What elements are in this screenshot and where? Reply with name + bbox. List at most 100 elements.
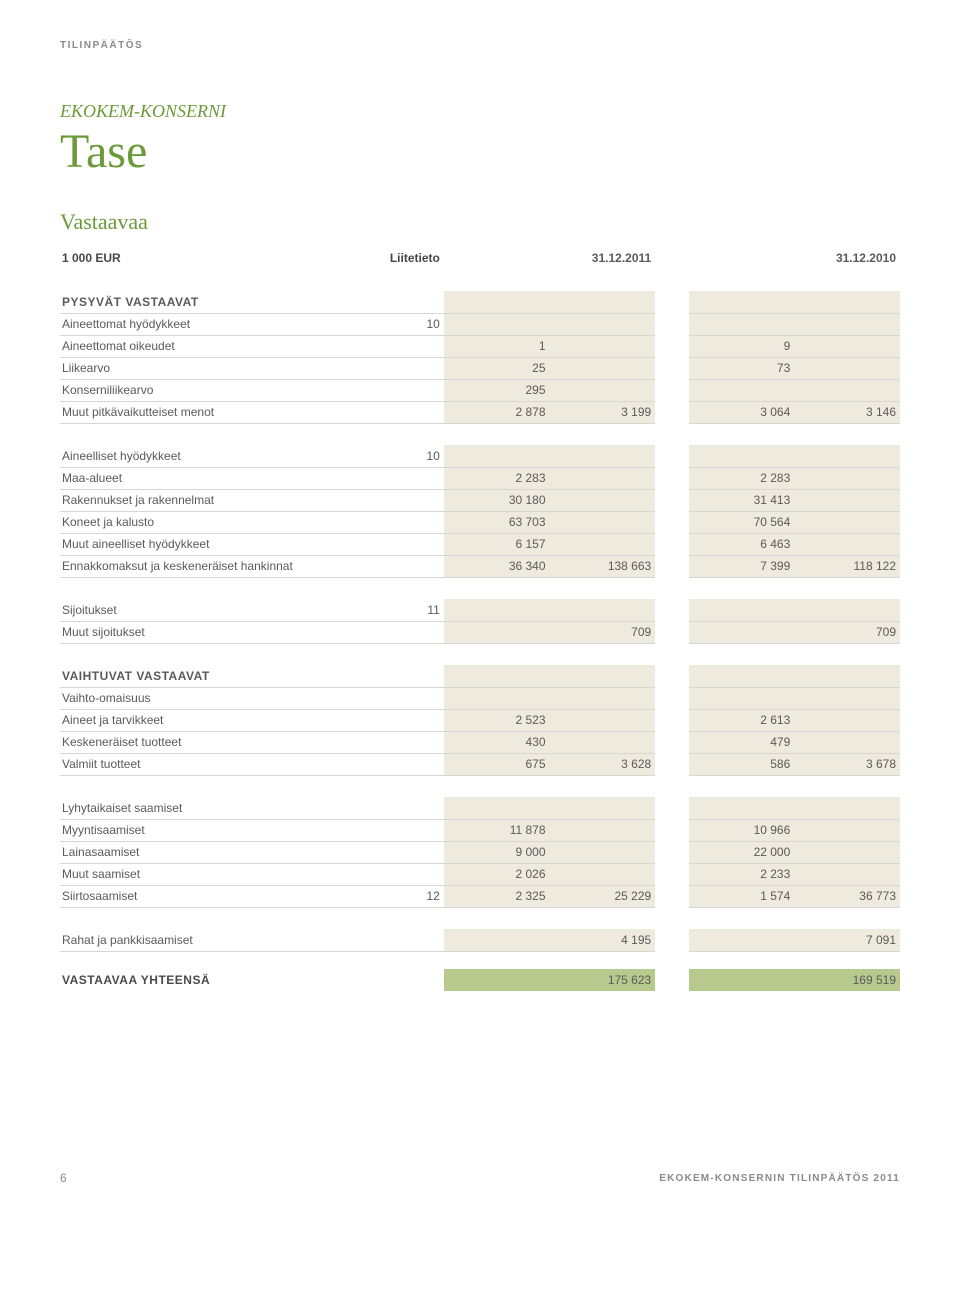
row-note: 12 — [372, 885, 444, 907]
row-v1 — [444, 665, 550, 687]
row-v2 — [550, 599, 656, 621]
table-row: Vaihto-omaisuus — [60, 687, 900, 709]
table-row: VAIHTUVAT VASTAAVAT — [60, 665, 900, 687]
row-label: Sijoitukset — [60, 599, 372, 621]
row-v3 — [689, 797, 795, 819]
row-v3 — [689, 599, 795, 621]
row-v1: 295 — [444, 379, 550, 401]
row-v3: 586 — [689, 753, 795, 775]
table-header-row: 1 000 EUR Liitetieto 31.12.2011 31.12.20… — [60, 247, 900, 269]
row-v3: 73 — [689, 357, 795, 379]
row-note — [372, 753, 444, 775]
row-note — [372, 379, 444, 401]
spacer-cell — [60, 423, 900, 445]
row-gap — [655, 357, 688, 379]
col-header-note: Liitetieto — [372, 247, 444, 269]
row-gap — [655, 885, 688, 907]
row-label: VASTAAVAA YHTEENSÄ — [60, 969, 372, 991]
row-v4: 118 122 — [794, 555, 900, 577]
row-v3 — [689, 687, 795, 709]
row-gap — [655, 445, 688, 467]
table-row: Myyntisaamiset11 87810 966 — [60, 819, 900, 841]
row-v3 — [689, 291, 795, 313]
row-label: Valmiit tuotteet — [60, 753, 372, 775]
row-v4 — [794, 709, 900, 731]
row-gap — [655, 665, 688, 687]
row-gap — [655, 533, 688, 555]
row-note: 11 — [372, 599, 444, 621]
spacer-cell — [60, 951, 900, 969]
row-v3 — [689, 929, 795, 951]
row-v2 — [550, 709, 656, 731]
row-note — [372, 665, 444, 687]
row-v2: 3 199 — [550, 401, 656, 423]
row-label: Koneet ja kalusto — [60, 511, 372, 533]
row-label: Vaihto-omaisuus — [60, 687, 372, 709]
table-row: Aineettomat hyödykkeet10 — [60, 313, 900, 335]
row-note — [372, 357, 444, 379]
row-v3 — [689, 379, 795, 401]
row-v1: 2 523 — [444, 709, 550, 731]
row-note — [372, 335, 444, 357]
row-v1 — [444, 445, 550, 467]
row-note — [372, 863, 444, 885]
row-note — [372, 291, 444, 313]
row-v4 — [794, 467, 900, 489]
row-v4 — [794, 819, 900, 841]
row-label: Aineettomat hyödykkeet — [60, 313, 372, 335]
row-v3: 7 399 — [689, 555, 795, 577]
row-note — [372, 709, 444, 731]
row-gap — [655, 731, 688, 753]
table-row: Sijoitukset11 — [60, 599, 900, 621]
row-gap — [655, 709, 688, 731]
table-row — [60, 423, 900, 445]
row-label: Muut sijoitukset — [60, 621, 372, 643]
row-v4 — [794, 291, 900, 313]
table-row — [60, 951, 900, 969]
table-row: Muut sijoitukset709709 — [60, 621, 900, 643]
row-v3 — [689, 313, 795, 335]
row-gap — [655, 819, 688, 841]
col-header-empty1 — [444, 247, 550, 269]
row-v1 — [444, 969, 550, 991]
row-v2 — [550, 687, 656, 709]
row-label: Muut saamiset — [60, 863, 372, 885]
row-v1: 2 325 — [444, 885, 550, 907]
row-v2: 3 628 — [550, 753, 656, 775]
row-gap — [655, 599, 688, 621]
row-label: Myyntisaamiset — [60, 819, 372, 841]
row-gap — [655, 687, 688, 709]
spacer-cell — [60, 907, 900, 929]
spacer-cell — [60, 577, 900, 599]
row-note: 10 — [372, 445, 444, 467]
table-row: Lainasaamiset9 00022 000 — [60, 841, 900, 863]
row-gap — [655, 335, 688, 357]
row-v3 — [689, 665, 795, 687]
row-v1: 2 283 — [444, 467, 550, 489]
row-gap — [655, 401, 688, 423]
row-v3: 31 413 — [689, 489, 795, 511]
row-v4 — [794, 797, 900, 819]
row-v2 — [550, 819, 656, 841]
table-row: Maa-alueet2 2832 283 — [60, 467, 900, 489]
row-note — [372, 819, 444, 841]
row-v4 — [794, 599, 900, 621]
row-v4: 7 091 — [794, 929, 900, 951]
table-row: Liikearvo2573 — [60, 357, 900, 379]
row-label: Siirtosaamiset — [60, 885, 372, 907]
row-v1: 11 878 — [444, 819, 550, 841]
row-note — [372, 489, 444, 511]
row-v3 — [689, 621, 795, 643]
row-label: Aineettomat oikeudet — [60, 335, 372, 357]
table-row: Rahat ja pankkisaamiset4 1957 091 — [60, 929, 900, 951]
table-row: Siirtosaamiset122 32525 2291 57436 773 — [60, 885, 900, 907]
row-note — [372, 401, 444, 423]
row-v1 — [444, 621, 550, 643]
row-v1: 9 000 — [444, 841, 550, 863]
page-number: 6 — [60, 1171, 67, 1185]
row-v1: 675 — [444, 753, 550, 775]
row-note — [372, 841, 444, 863]
table-row — [60, 643, 900, 665]
col-gap — [655, 247, 688, 269]
row-v1: 30 180 — [444, 489, 550, 511]
